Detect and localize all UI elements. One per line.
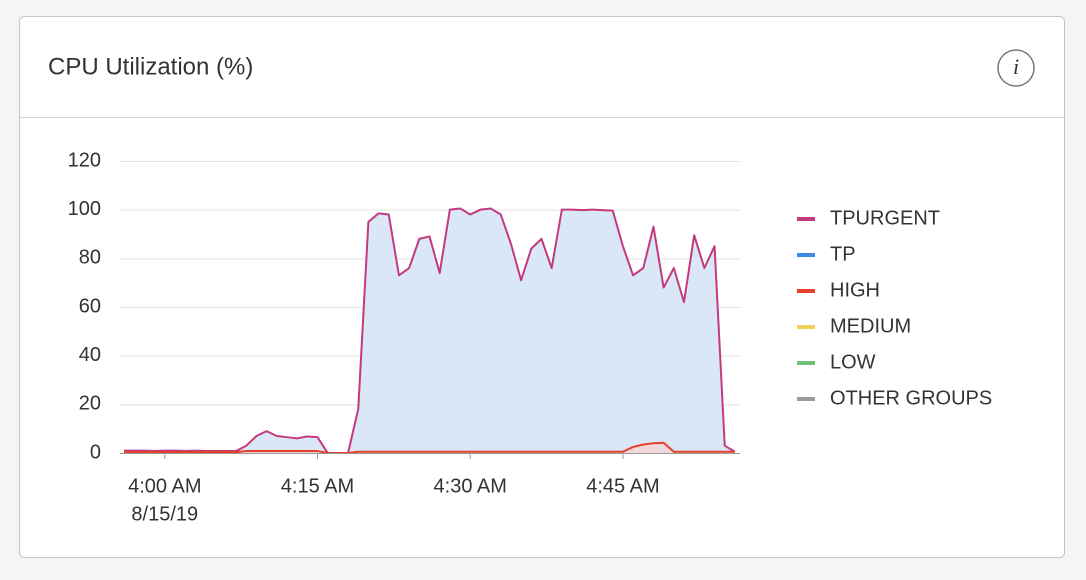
y-tick-label: 20 (79, 393, 101, 415)
info-button[interactable]: i (997, 49, 1035, 87)
x-tick-label: 4:15 AM (281, 475, 354, 497)
x-tick-label: 4:45 AM (586, 475, 659, 497)
x-tick-label: 4:30 AM (434, 475, 507, 497)
series-line (124, 207, 736, 454)
y-tick-label: 0 (90, 441, 101, 463)
y-tick-label: 60 (79, 295, 101, 317)
y-tick-label: 80 (79, 247, 101, 269)
info-glyph[interactable]: i (1013, 54, 1019, 79)
legend-label: HIGH (830, 279, 880, 301)
series-area (124, 208, 735, 453)
legend-label: TPURGENT (830, 207, 940, 229)
legend-label: TP (830, 243, 856, 265)
x-date-label: 8/15/19 (131, 503, 198, 525)
chart-title: CPU Utilization (%) (48, 53, 253, 80)
legend-label: MEDIUM (830, 315, 911, 337)
series-line (124, 441, 735, 454)
y-tick-label: 120 (68, 149, 101, 171)
y-tick-label: 40 (79, 344, 101, 366)
info-icon[interactable] (997, 49, 1035, 87)
legend-label: OTHER GROUPS (830, 387, 992, 409)
x-tick-label: 4:00 AM (128, 475, 201, 497)
y-tick-label: 100 (68, 198, 101, 220)
legend-label: LOW (830, 351, 876, 373)
